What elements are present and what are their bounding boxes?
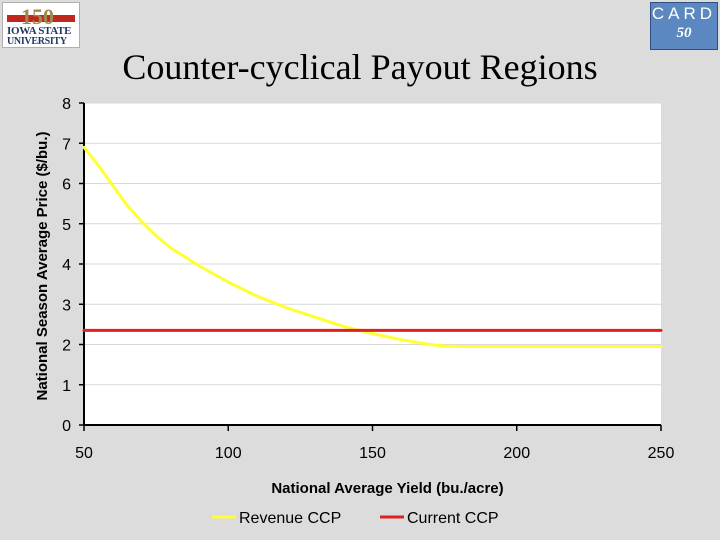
card-logo-badge: 50 [676, 25, 692, 41]
y-tick-label: 6 [62, 177, 71, 194]
y-tick-label: 0 [62, 418, 71, 435]
y-tick-label: 8 [62, 96, 71, 113]
logo-text-line1: IOWA STATE [7, 25, 72, 37]
y-tick-label: 5 [62, 217, 71, 234]
legend-label: Current CCP [407, 510, 499, 527]
y-tick-label: 1 [62, 378, 71, 395]
iowa-state-logo: 150 IOWA STATE UNIVERSITY [2, 2, 80, 48]
logo-anniversary-number: 150 [21, 4, 54, 29]
y-tick-label: 2 [62, 338, 71, 355]
y-tick-label: 4 [62, 257, 71, 274]
x-tick-label: 150 [359, 445, 386, 462]
card-logo-text: CARD [651, 4, 717, 23]
page-title: Counter-cyclical Payout Regions [122, 47, 598, 87]
x-tick-label: 250 [648, 445, 675, 462]
logo-ribbon [7, 15, 75, 22]
revenue-ccp-line [82, 145, 663, 348]
y-tick-label: 3 [62, 297, 71, 314]
x-tick-label: 50 [75, 445, 93, 462]
x-tick-label: 200 [503, 445, 530, 462]
y-tick-label: 7 [62, 136, 71, 153]
x-axis-label: National Average Yield (bu./acre) [271, 480, 503, 497]
legend-label: Revenue CCP [239, 510, 341, 527]
logo-text-line2: UNIVERSITY [7, 36, 67, 47]
y-axis-label: National Season Average Price ($/bu.) [34, 132, 51, 401]
card-logo: CARD 50 [650, 2, 718, 50]
x-tick-label: 100 [215, 445, 242, 462]
